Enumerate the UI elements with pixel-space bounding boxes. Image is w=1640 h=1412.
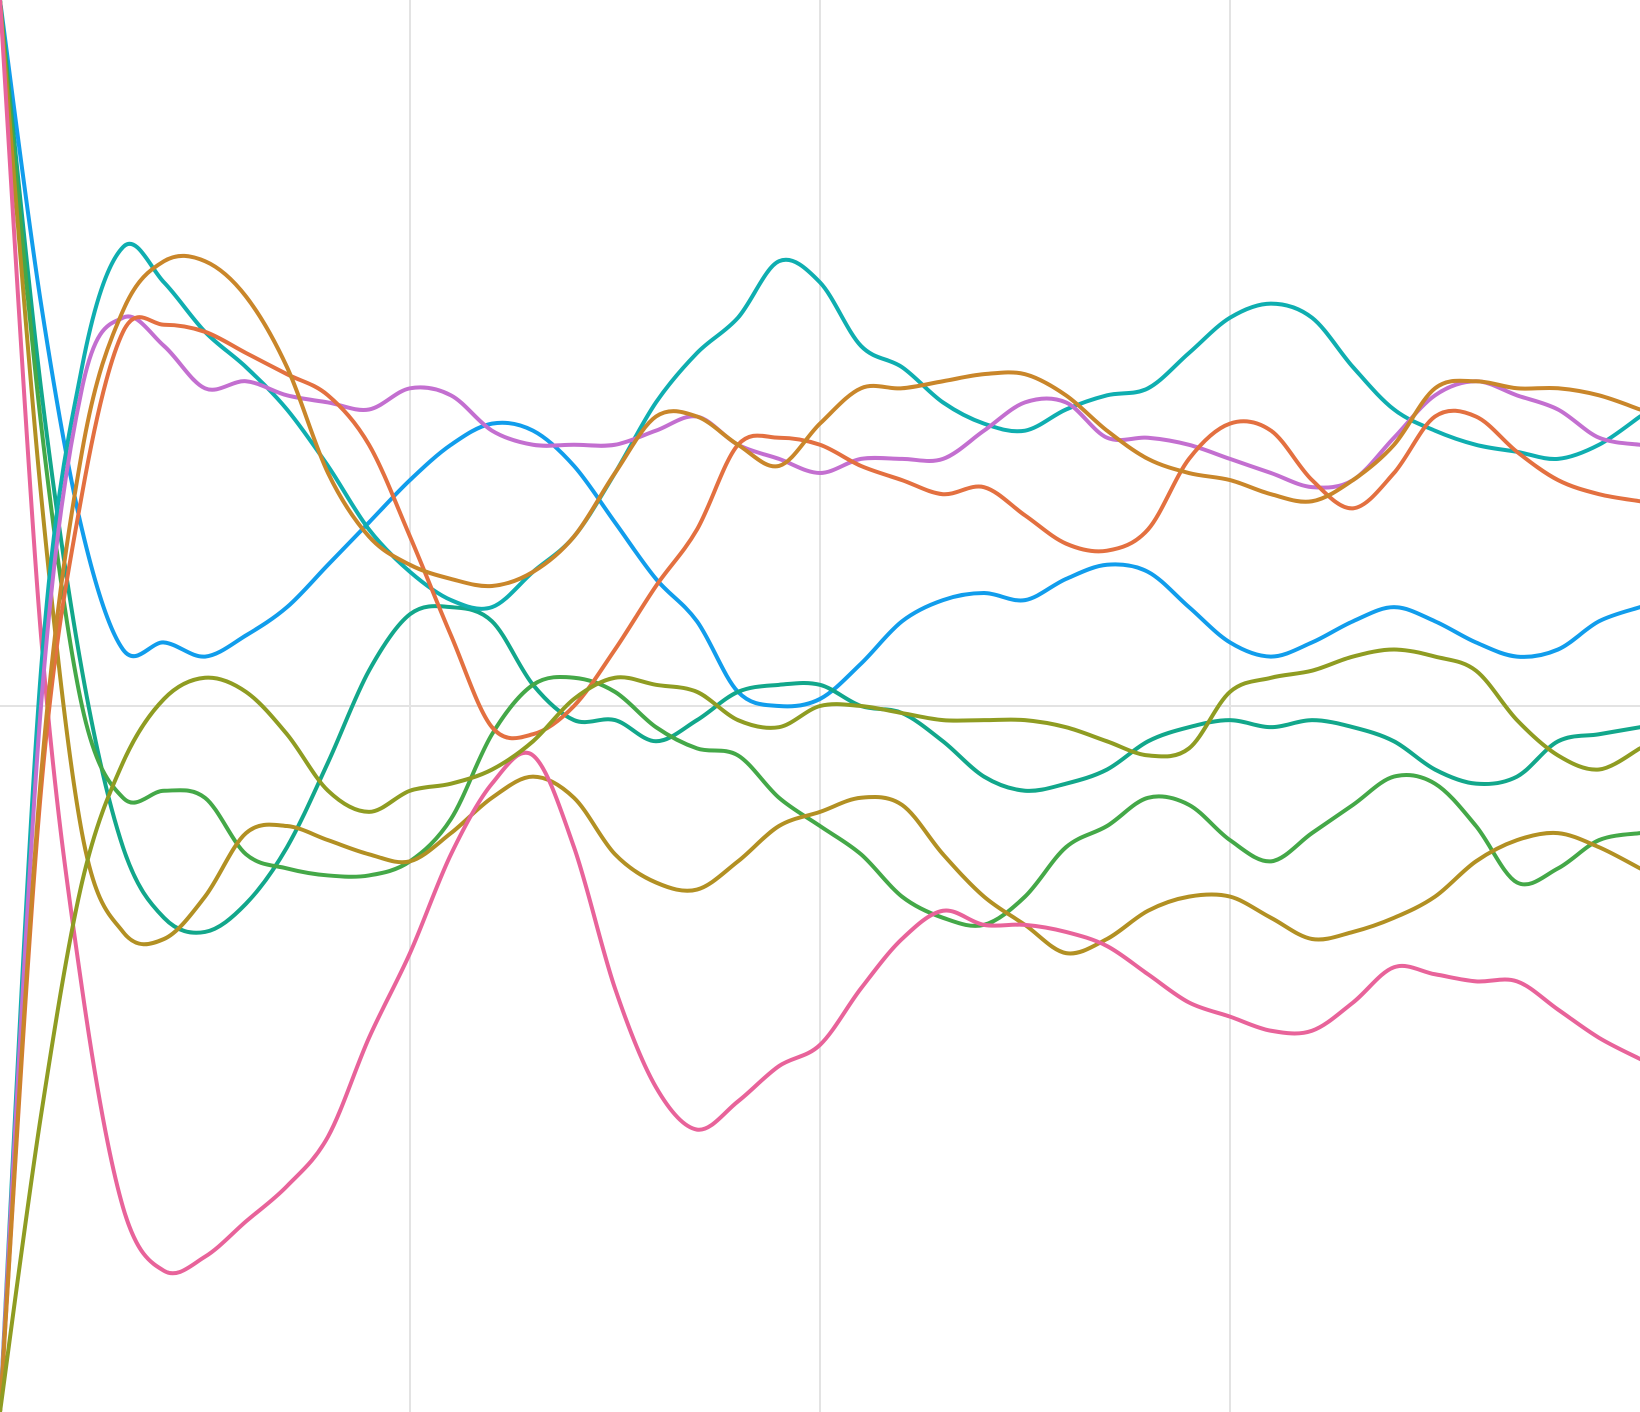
series-line-1: [0, 0, 1640, 709]
series-line-4: [0, 0, 1640, 956]
series-line-3: [0, 0, 1640, 928]
series-line-10: [0, 647, 1640, 1412]
series-line-9: [0, 253, 1640, 1412]
series-line-6: [0, 242, 1640, 1412]
series-line-5: [0, 0, 1640, 1276]
series-line-8: [0, 315, 1640, 1412]
